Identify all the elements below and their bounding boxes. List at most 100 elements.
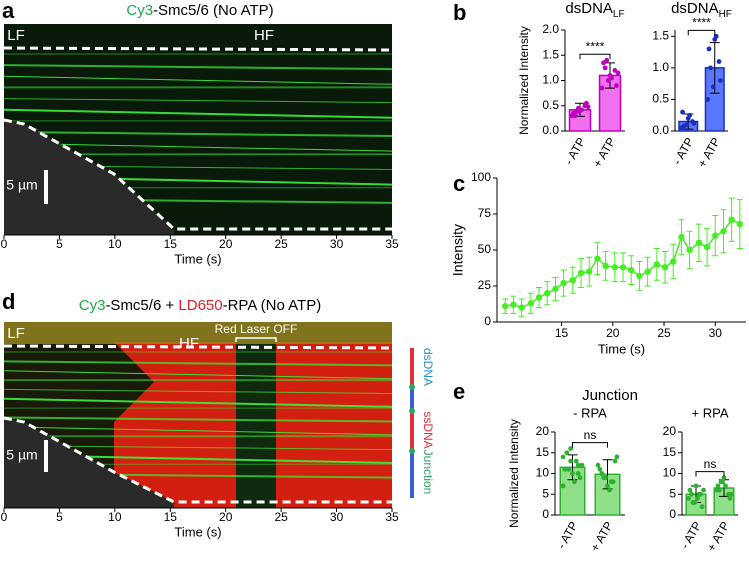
data-point — [699, 504, 705, 510]
data-point — [535, 294, 543, 301]
x-tick-label: 10 — [108, 237, 122, 251]
data-point — [696, 491, 702, 497]
fluorescent-track — [3, 416, 393, 423]
data-point — [718, 78, 723, 83]
title-subscript: HF — [719, 9, 732, 20]
data-point — [715, 483, 721, 489]
x-tick-label: + ATP — [588, 519, 616, 554]
x-tick-label: - ATP — [678, 519, 705, 551]
title-part: -RPA (No ATP) — [223, 297, 322, 314]
data-point — [560, 483, 566, 489]
side-dot — [409, 408, 415, 414]
y-tick-label: 1.0 — [652, 60, 669, 74]
data-point — [601, 60, 606, 66]
side-label: dsDNA — [421, 348, 435, 386]
data-point — [614, 83, 619, 88]
data-point — [736, 220, 744, 228]
y-tick-label: 0.5 — [652, 92, 669, 106]
chart-title: Junction — [582, 387, 638, 404]
data-point — [575, 471, 581, 476]
x-tick-label: 10 — [108, 510, 122, 524]
data-point — [604, 57, 610, 63]
data-point — [615, 70, 621, 76]
fluorescent-track — [3, 75, 393, 85]
y-tick-label: 1.5 — [652, 28, 669, 42]
data-point — [601, 475, 607, 481]
top-band — [4, 322, 392, 344]
y-tick-label: 1.5 — [542, 47, 559, 61]
data-point — [687, 112, 693, 118]
data-point — [710, 84, 716, 90]
title-part: Cy3 — [79, 297, 106, 314]
annotation: LF — [7, 27, 25, 44]
data-point — [586, 268, 593, 275]
x-tick-label: 15 — [555, 326, 569, 340]
data-point — [564, 450, 570, 456]
y-tick-label: 20 — [663, 424, 677, 438]
data-point — [605, 483, 610, 489]
data-point — [644, 268, 651, 275]
title-main: dsDNA — [671, 0, 719, 17]
data-point — [653, 261, 661, 268]
fluorescent-track — [3, 370, 393, 380]
y-tick-label: 100 — [471, 170, 491, 184]
data-point — [602, 65, 608, 71]
data-point — [612, 68, 618, 73]
x-tick-label: 30 — [709, 326, 723, 340]
data-point — [678, 233, 685, 241]
data-point — [597, 466, 603, 472]
data-point — [579, 107, 585, 113]
y-tick-label: 5 — [669, 486, 676, 500]
data-point — [570, 471, 575, 476]
x-tick-label: 5 — [56, 510, 63, 524]
title-part: -Smc5/6 (No ATP) — [153, 2, 274, 19]
data-point — [599, 471, 605, 476]
data-point — [571, 479, 577, 485]
title-part: Cy3 — [126, 2, 153, 19]
fluorescent-track — [3, 360, 393, 367]
surface-shadow — [4, 120, 174, 235]
panel-label: c — [453, 171, 465, 196]
side-label: ssDNA — [421, 411, 435, 448]
x-tick-label: 15 — [164, 237, 178, 251]
chart-title: dsDNAHF — [671, 0, 732, 20]
panel-label: a — [2, 0, 15, 23]
y-axis-label: Normalized Intensity — [517, 26, 531, 135]
data-point — [720, 228, 727, 235]
chart-subtitle: + RPA — [692, 405, 729, 420]
x-tick-label: 5 — [56, 237, 63, 251]
x-tick-label: 20 — [219, 510, 233, 524]
data-point — [602, 262, 609, 270]
title-subscript: LF — [613, 9, 625, 20]
x-tick-label: 35 — [385, 510, 399, 524]
significance-bracket — [572, 442, 608, 448]
x-tick-label: + ATP — [590, 135, 618, 170]
annotation: Red Laser OFF — [215, 322, 298, 336]
data-point — [573, 458, 579, 464]
data-point — [693, 483, 699, 489]
data-point — [708, 65, 713, 71]
data-point — [574, 109, 580, 115]
annotation: HF — [254, 27, 274, 44]
y-tick-label: 50 — [478, 242, 492, 256]
data-point — [568, 458, 574, 464]
data-point — [572, 113, 578, 119]
data-point — [705, 97, 711, 102]
data-point — [718, 479, 724, 485]
significance-bracket — [579, 53, 611, 60]
data-point — [575, 462, 581, 468]
y-tick-label: 0.0 — [652, 123, 669, 137]
y-tick-label: 0 — [669, 507, 676, 521]
side-dot — [409, 384, 415, 390]
data-point — [544, 290, 551, 297]
scale-bar-label: 5 µm — [6, 447, 37, 463]
y-tick-label: 25 — [478, 278, 492, 292]
chart-title: dsDNALF — [565, 0, 624, 20]
fluorescent-track — [3, 98, 393, 104]
data-point — [681, 123, 687, 129]
y-tick-label: 15 — [663, 445, 677, 459]
data-point — [670, 258, 677, 265]
data-point — [687, 487, 693, 493]
data-point — [619, 264, 627, 271]
data-point — [614, 454, 620, 460]
